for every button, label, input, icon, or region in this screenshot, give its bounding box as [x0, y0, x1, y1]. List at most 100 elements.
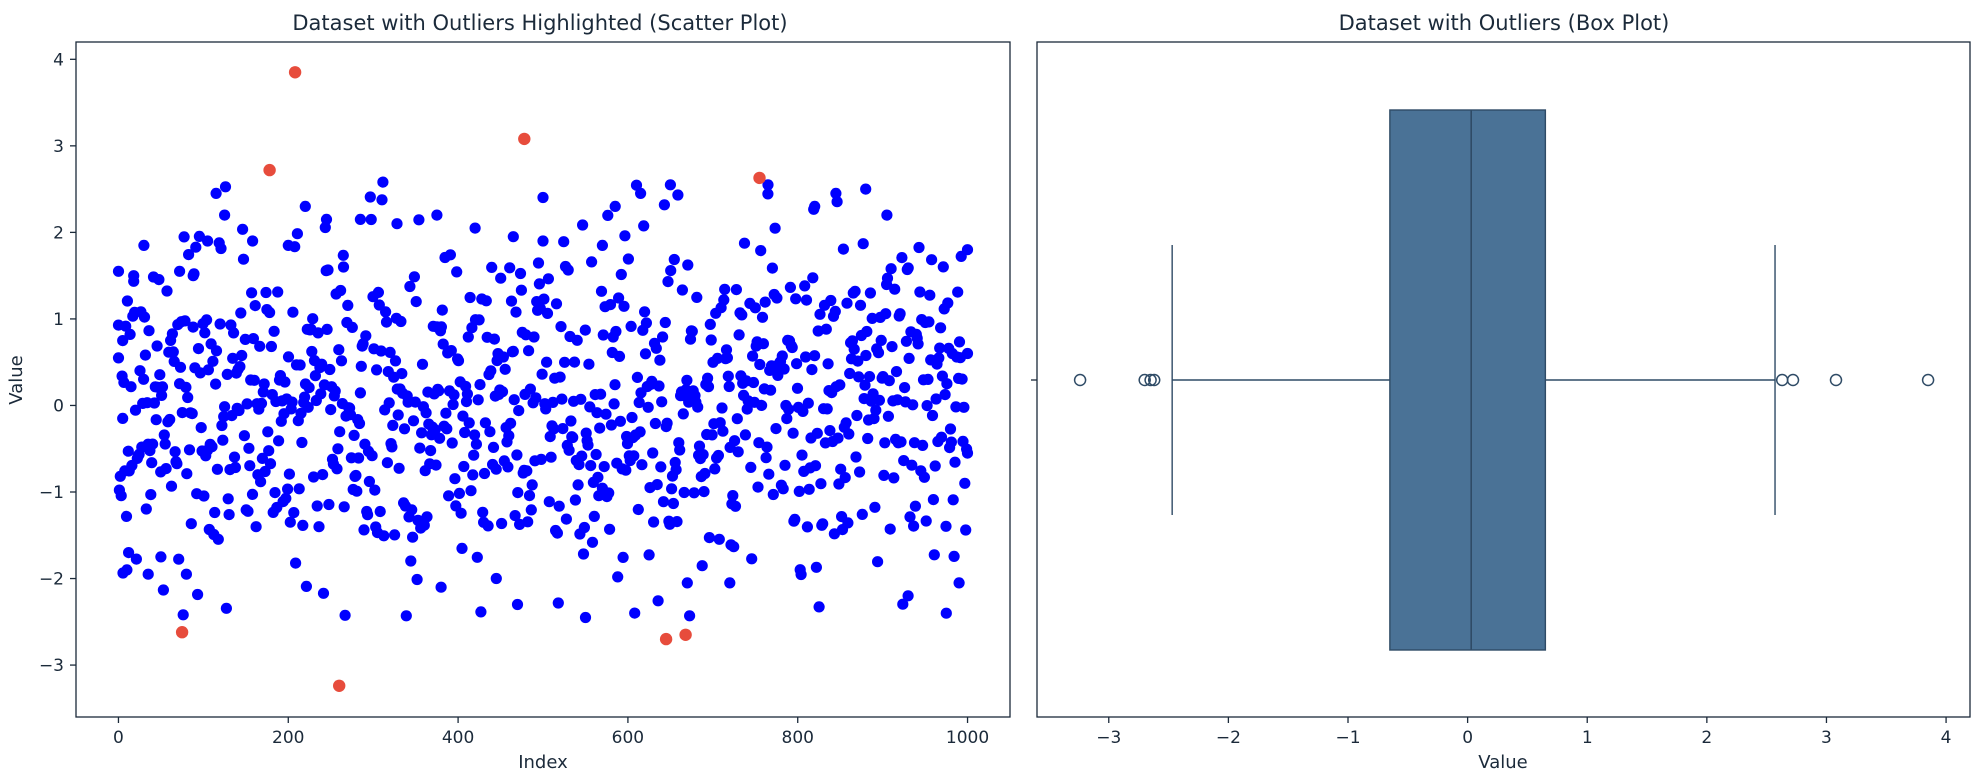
scatter-point: [436, 304, 448, 316]
scatter-point: [317, 469, 329, 481]
scatter-point: [488, 333, 500, 345]
scatter-point: [375, 345, 387, 357]
scatter-point: [900, 335, 913, 347]
scatter-point: [631, 371, 644, 383]
scatter-point: [732, 446, 744, 458]
scatter-point: [760, 452, 772, 464]
scatter-point: [540, 403, 552, 415]
scatter-point: [665, 265, 677, 277]
scatter-point: [448, 389, 460, 401]
boxplot-body: [1073, 109, 1935, 651]
scatter-point: [339, 609, 351, 621]
scatter-point: [381, 457, 393, 469]
scatter-point: [471, 551, 483, 563]
scatter-point: [538, 293, 550, 305]
scatter-point: [908, 520, 920, 532]
scatter-point: [177, 609, 189, 621]
scatter-point: [475, 606, 487, 618]
scatter-point: [878, 469, 890, 481]
scatter-point: [515, 284, 528, 296]
scatter-point: [482, 520, 494, 532]
scatter-point: [745, 461, 757, 473]
scatter-point: [508, 394, 520, 406]
scatter-point: [156, 381, 169, 393]
scatter-point: [800, 351, 812, 363]
scatter-point: [216, 419, 228, 432]
scatter-point: [297, 519, 309, 532]
scatter-point: [396, 368, 408, 380]
scatter-point: [192, 588, 204, 601]
scatter-point: [592, 471, 604, 483]
scatter-point: [756, 399, 768, 411]
boxplot-flier: [1138, 373, 1151, 387]
scatter-point: [633, 396, 645, 409]
scatter-point: [619, 230, 631, 242]
scatter-point: [441, 423, 453, 435]
scatter-point: [558, 236, 570, 248]
scatter-point: [151, 340, 163, 352]
scatter-point: [583, 358, 595, 370]
scatter-point: [649, 417, 662, 430]
scatter-point: [174, 361, 187, 373]
scatter-point: [830, 187, 842, 199]
scatter-point: [470, 438, 482, 450]
scatter-point: [387, 419, 399, 431]
scatter-y-ticks: −3 −2 −1 0 1 2 3 4: [39, 50, 76, 676]
scatter-point: [117, 335, 129, 347]
scatter-point: [227, 352, 239, 364]
scatter-point: [835, 463, 847, 475]
scatter-point: [420, 407, 432, 419]
scatter-point: [241, 398, 253, 410]
scatter-point: [465, 485, 477, 497]
scatter-point: [164, 413, 176, 426]
scatter-point: [524, 383, 537, 395]
scatter-point: [187, 270, 199, 282]
scatter-point: [702, 372, 714, 384]
scatter-point: [264, 306, 276, 319]
scatter-point: [588, 510, 600, 522]
scatter-point: [287, 306, 299, 318]
scatter-point: [961, 447, 974, 459]
scatter-point: [961, 347, 974, 360]
scatter-point: [681, 374, 693, 386]
scatter-point: [572, 479, 584, 491]
scatter-point: [698, 486, 710, 498]
outlier-point: [288, 66, 302, 79]
scatter-point: [829, 305, 841, 317]
scatter-point: [842, 517, 854, 529]
scatter-point: [286, 396, 298, 408]
scatter-point: [282, 239, 294, 251]
scatter-point: [765, 384, 777, 396]
boxplot-flier: [1786, 373, 1800, 387]
scatter-point: [586, 256, 598, 268]
scatter-point: [739, 429, 752, 441]
scatter-point: [408, 271, 420, 283]
scatter-point: [282, 351, 295, 363]
scatter-point: [282, 483, 294, 495]
scatter-point: [655, 461, 667, 473]
scatter-point: [348, 429, 360, 441]
scatter-point: [728, 541, 740, 553]
scatter-point: [418, 519, 430, 531]
scatter-point: [762, 179, 774, 191]
scatter-point: [453, 487, 465, 499]
scatter-point: [210, 187, 222, 199]
scatter-point: [789, 513, 801, 526]
scatter-point: [490, 572, 502, 585]
boxplot-x-tick-label: −3: [1096, 728, 1121, 748]
scatter-point: [860, 183, 872, 195]
scatter-point: [556, 393, 568, 405]
scatter-point: [447, 398, 459, 411]
scatter-point: [440, 407, 452, 419]
scatter-point: [944, 423, 957, 435]
scatter-point: [567, 431, 579, 444]
scatter-point: [912, 338, 924, 350]
scatter-point: [235, 307, 247, 319]
scatter-point: [269, 487, 281, 499]
scatter-point: [958, 401, 970, 413]
scatter-point: [455, 507, 467, 519]
scatter-point: [449, 473, 461, 485]
scatter-point: [533, 278, 546, 290]
scatter-point: [810, 561, 823, 573]
scatter-point: [366, 450, 378, 462]
